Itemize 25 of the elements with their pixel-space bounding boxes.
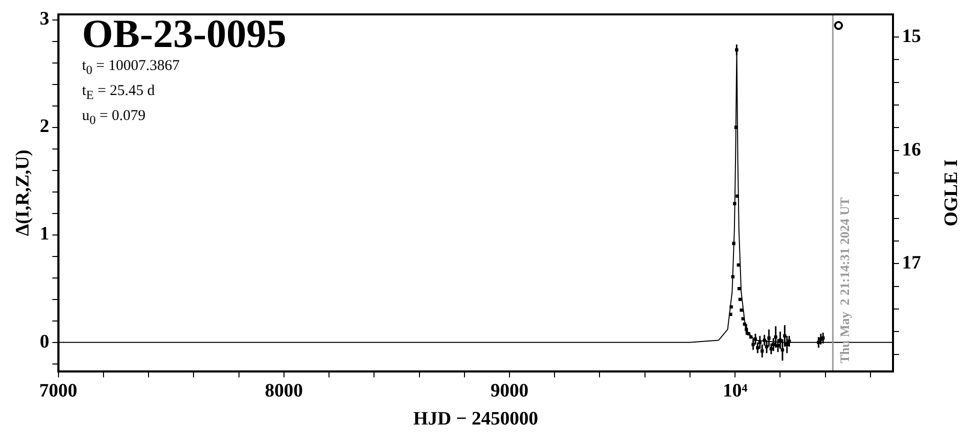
point <box>731 275 734 278</box>
annotation: t$_{0}$ = 10007.3867 <box>82 57 180 79</box>
annotation: t$_{E}$ = 25.45 d <box>82 82 156 104</box>
y-tick-label: 3 <box>40 8 50 30</box>
x-tick-label: 7000 <box>39 380 78 402</box>
x-tick-label: 8000 <box>264 380 303 402</box>
point <box>736 194 739 198</box>
y-axis-title: Δ(I,R,Z,U) <box>12 150 34 236</box>
annotation: Thu May 2 21:14:31 2024 UT <box>837 196 852 364</box>
point <box>733 202 736 206</box>
y-tick-label: 0 <box>40 331 50 352</box>
x-tick-label: 10⁴ <box>722 380 748 402</box>
y-tick-label: 2 <box>40 116 50 138</box>
y2-tick-label: 15 <box>902 26 921 47</box>
point <box>738 286 741 290</box>
point <box>740 308 744 312</box>
y2-axis-title: OGLE I <box>940 159 962 226</box>
y-tick-label: 1 <box>40 224 50 245</box>
point <box>738 298 742 301</box>
y2-tick-label: 17 <box>902 252 922 274</box>
chart-title: OB-23-0095 <box>82 11 286 56</box>
annotation: u$_{0}$ = 0.079 <box>82 107 146 129</box>
x-axis-title: HJD − 2450000 <box>413 408 538 430</box>
y2-tick-label: 16 <box>902 139 921 160</box>
x-tick-label: 9000 <box>490 380 528 402</box>
